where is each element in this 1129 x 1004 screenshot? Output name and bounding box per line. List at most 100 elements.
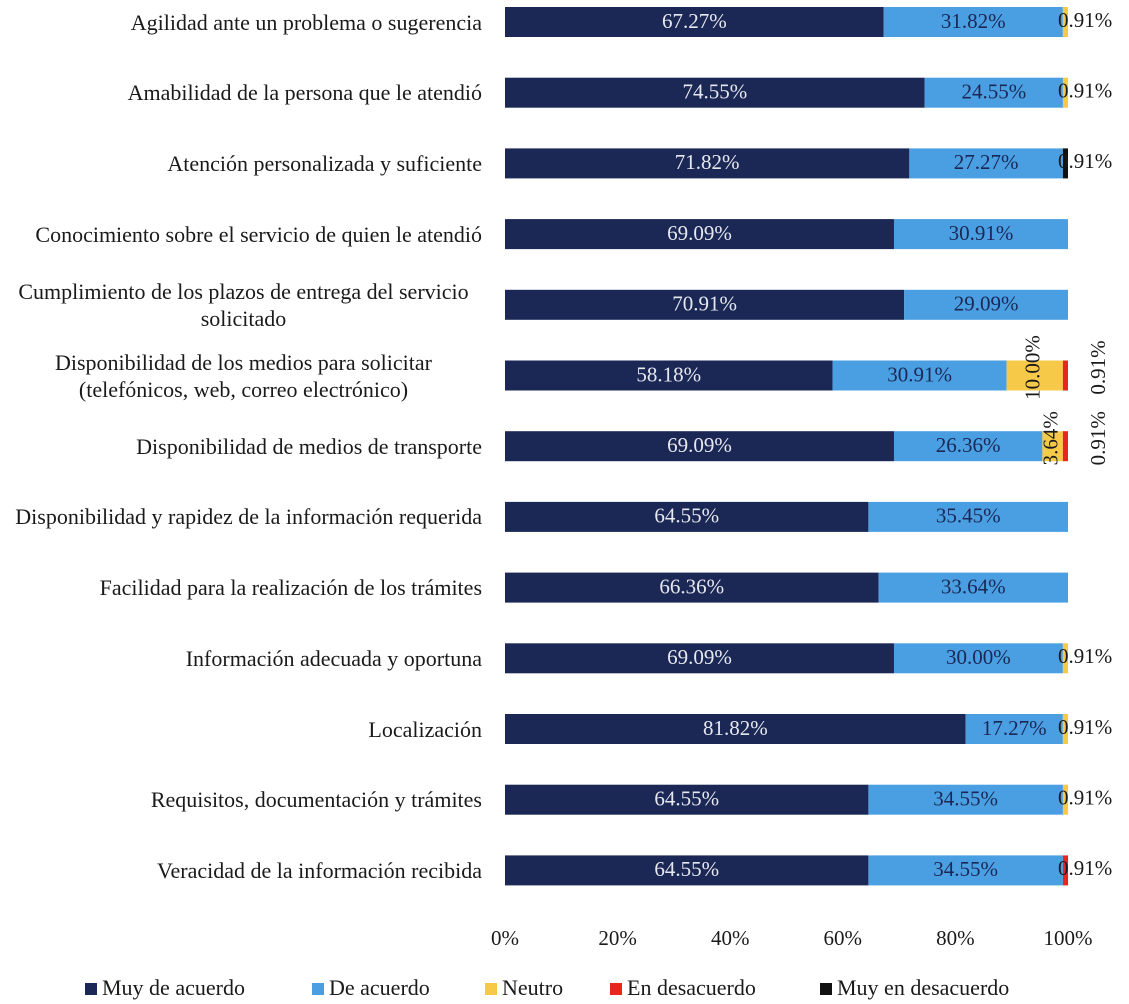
bar-segment — [1062, 77, 1069, 108]
bar-segment — [1062, 148, 1068, 179]
value-label: 74.55% — [682, 80, 747, 104]
category-text: Requisitos, documentación y trámites — [150, 787, 482, 813]
x-tick-label: 40% — [711, 926, 750, 950]
category-text: Amabilidad de la persona que le atendió — [127, 80, 482, 106]
value-label: 3.64% — [1038, 411, 1062, 465]
value-label: 31.82% — [941, 9, 1006, 33]
bar-segment — [505, 77, 925, 108]
legend-swatch — [820, 983, 832, 995]
category-label: Agilidad ante un problema o sugerencia — [5, 0, 482, 52]
category-label: Veracidad de la información recibida — [5, 840, 482, 900]
category-text: Disponibilidad de los medios para solici… — [55, 349, 432, 402]
bar-segment — [1042, 431, 1063, 462]
bar-segment — [878, 572, 1068, 603]
bar-segment — [965, 714, 1063, 744]
value-label: 29.09% — [954, 292, 1019, 316]
bar-segment — [505, 784, 869, 815]
value-label: 34.55% — [933, 857, 998, 881]
value-label: 67.27% — [662, 9, 727, 33]
legend-swatch — [485, 983, 497, 995]
value-label: 30.00% — [946, 645, 1011, 669]
category-label: Información adecuada y oportuna — [5, 628, 482, 688]
category-text: Conocimiento sobre el servicio de quien … — [35, 221, 482, 247]
category-text: Disponibilidad y rapidez de la informaci… — [15, 504, 482, 530]
bar-segment — [1062, 431, 1068, 462]
category-label: Conocimiento sobre el servicio de quien … — [5, 204, 482, 264]
bar-segment — [505, 643, 894, 674]
value-label: 26.36% — [936, 433, 1001, 457]
category-label: Amabilidad de la persona que le atendió — [5, 63, 482, 123]
bar-segment — [505, 360, 833, 391]
x-tick-label: 60% — [824, 926, 863, 950]
category-text: Facilidad para la realización de los trá… — [99, 575, 482, 601]
legend-label: Muy de acuerdo — [102, 975, 245, 1000]
legend-swatch — [312, 983, 324, 995]
bar-segment — [505, 572, 879, 603]
value-label: 66.36% — [659, 574, 724, 598]
category-label: Localización — [5, 699, 482, 759]
category-text: Veracidad de la información recibida — [157, 857, 482, 883]
bar-segment — [1062, 784, 1069, 815]
legend-label: En desacuerdo — [627, 975, 756, 1000]
value-label: 71.82% — [675, 150, 740, 174]
category-label: Facilidad para la realización de los trá… — [5, 558, 482, 618]
bar-segment — [1006, 360, 1063, 391]
category-label: Disponibilidad de medios de transporte — [5, 416, 482, 476]
value-label: 81.82% — [703, 716, 768, 740]
value-label: 70.91% — [672, 292, 737, 316]
bar-segment — [893, 431, 1043, 462]
bar-segment — [505, 501, 869, 532]
value-label: 35.45% — [936, 504, 1001, 528]
x-tick-label: 100% — [1044, 926, 1093, 950]
x-tick-label: 0% — [491, 926, 519, 950]
bar-segment — [1062, 643, 1068, 674]
bar-segment — [893, 219, 1068, 250]
legend-swatch — [610, 983, 622, 995]
value-label: 24.55% — [961, 80, 1026, 104]
bar-segment — [505, 148, 910, 179]
x-tick-label: 80% — [936, 926, 975, 950]
bar-segment — [868, 784, 1063, 815]
value-label: 64.55% — [654, 787, 719, 811]
value-label: 69.09% — [667, 645, 732, 669]
category-text: Cumplimiento de los plazos de entrega de… — [18, 278, 469, 331]
bar-segment — [505, 855, 869, 886]
bar-segment — [1062, 714, 1068, 744]
value-label: 17.27% — [982, 716, 1047, 740]
value-label: 34.55% — [933, 787, 998, 811]
bar-segment — [904, 289, 1068, 320]
bar-segment — [505, 219, 894, 250]
category-text: Localización — [368, 716, 482, 742]
category-label: Atención personalizada y suficiente — [5, 133, 482, 193]
bar-segment — [505, 289, 905, 320]
value-label: 27.27% — [954, 150, 1019, 174]
category-label: Disponibilidad y rapidez de la informaci… — [5, 487, 482, 547]
value-label: 64.55% — [654, 504, 719, 528]
value-label: 33.64% — [941, 574, 1006, 598]
value-label: 0.91% — [1058, 149, 1112, 173]
value-label: 0.91% — [1058, 856, 1112, 880]
bar-segment — [505, 431, 894, 462]
x-tick-label: 20% — [598, 926, 637, 950]
legend-label: Neutro — [502, 975, 563, 1000]
bar-segment — [893, 643, 1063, 674]
value-label: 30.91% — [887, 362, 952, 386]
category-label: Cumplimiento de los plazos de entrega de… — [5, 275, 482, 335]
value-label: 69.09% — [667, 433, 732, 457]
bar-segment — [868, 855, 1063, 886]
value-label: 0.91% — [1058, 8, 1112, 32]
value-label: 69.09% — [667, 221, 732, 245]
value-label: 0.91% — [1058, 786, 1112, 810]
bar-segment — [505, 714, 966, 744]
legend-label: De acuerdo — [329, 975, 430, 1000]
value-label: 58.18% — [636, 362, 701, 386]
bar-segment — [909, 148, 1063, 179]
category-label: Disponibilidad de los medios para solici… — [5, 346, 482, 406]
bar-segment — [505, 7, 884, 37]
value-label: 30.91% — [949, 221, 1014, 245]
bar-segment — [883, 7, 1063, 37]
value-label: 0.91% — [1058, 715, 1112, 739]
category-text: Información adecuada y oportuna — [185, 645, 482, 671]
